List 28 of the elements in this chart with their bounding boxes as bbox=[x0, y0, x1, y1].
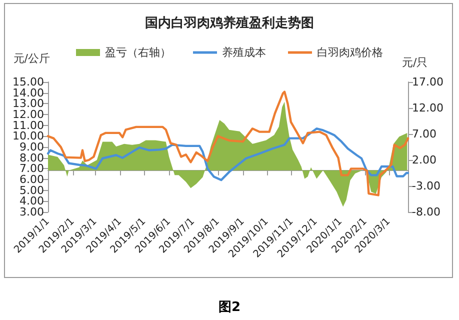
legend-label: 白羽肉鸡价格 bbox=[317, 46, 383, 59]
y2-tick-label: 12.00 bbox=[412, 102, 444, 114]
legend-label: 盈亏（右轴） bbox=[105, 46, 171, 59]
chart-title: 国内白羽肉鸡养殖盈利走势图 bbox=[145, 15, 314, 31]
caption: 图2 bbox=[217, 299, 242, 316]
y-tick-label: 4.00 bbox=[20, 194, 44, 208]
y-tick-label: 12.00 bbox=[12, 108, 44, 121]
line-series bbox=[46, 127, 410, 182]
y2-tick-label: 7.00 bbox=[412, 128, 436, 140]
line-series bbox=[46, 90, 410, 196]
y2-tick-label: -3.00 bbox=[412, 180, 440, 192]
y-tick-label: 11.00 bbox=[12, 118, 44, 132]
y-tick-label: 10.00 bbox=[12, 130, 44, 143]
y-tick-label: 7.00 bbox=[20, 162, 44, 176]
y-tick-label: 3.00 bbox=[20, 206, 44, 218]
y-axis-title: 元/公斤 bbox=[13, 52, 50, 65]
y2-axis-title: 元/只 bbox=[402, 56, 428, 69]
y-tick-label: 9.00 bbox=[20, 140, 44, 154]
y-tick-label: 5.00 bbox=[20, 184, 44, 197]
y2-tick-label: 17.00 bbox=[412, 76, 444, 88]
legend-label: 养殖成本 bbox=[222, 46, 266, 59]
y2-tick-label: 2.00 bbox=[412, 154, 436, 166]
y-tick-label: 13.00 bbox=[12, 97, 44, 110]
y-tick-label: 15.00 bbox=[12, 76, 44, 88]
y-tick-label: 6.00 bbox=[20, 173, 44, 186]
y-tick-label: 14.00 bbox=[12, 86, 44, 100]
y2-tick-label: -8.00 bbox=[412, 206, 440, 218]
y-tick-label: 8.00 bbox=[20, 151, 44, 164]
